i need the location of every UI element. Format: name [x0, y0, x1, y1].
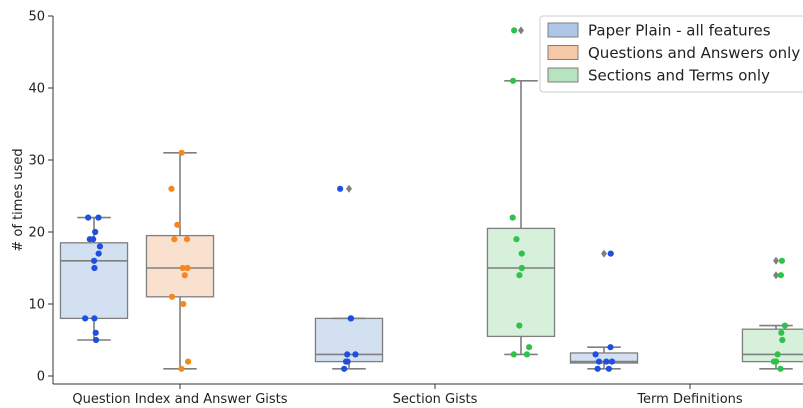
- outlier-marker: [773, 271, 779, 280]
- data-point: [183, 236, 191, 243]
- box-0-2: [569, 249, 639, 370]
- legend-label: Paper Plain - all features: [588, 22, 771, 40]
- data-point: [595, 358, 603, 365]
- data-point: [91, 315, 98, 322]
- data-point: [347, 315, 355, 322]
- y-tick-label: 10: [28, 298, 45, 313]
- data-point: [516, 322, 523, 329]
- box-body: [486, 227, 556, 338]
- box-2-1: [486, 26, 556, 356]
- data-point: [91, 264, 98, 272]
- box-body: [145, 234, 215, 298]
- data-point: [518, 264, 525, 272]
- data-point: [592, 351, 599, 358]
- data-point: [603, 358, 610, 365]
- x-axis: Question Index and Answer Gists Section G…: [53, 383, 803, 407]
- data-point: [344, 351, 351, 358]
- outlier-marker: [601, 249, 607, 258]
- y-tick-label: 20: [28, 226, 45, 241]
- data-point: [86, 236, 93, 243]
- data-point: [781, 322, 789, 329]
- legend-label: Questions and Answers only: [588, 44, 800, 62]
- data-point: [95, 214, 102, 221]
- box-body: [59, 242, 129, 320]
- data-point: [516, 272, 523, 279]
- data-point: [509, 214, 516, 221]
- y-axis-title: # of times used: [11, 148, 26, 251]
- data-point: [594, 365, 601, 372]
- data-point: [352, 351, 359, 358]
- data-point: [525, 344, 533, 351]
- data-point: [168, 185, 175, 192]
- outlier-marker: [518, 26, 524, 35]
- outlier-marker: [773, 256, 779, 265]
- data-point: [774, 351, 781, 358]
- legend: Paper Plain - all features Questions and …: [539, 15, 803, 93]
- data-point: [779, 336, 786, 344]
- y-tick-label: 40: [28, 82, 45, 97]
- x-tick-label: Question Index and Answer Gists: [72, 392, 287, 407]
- data-point: [96, 243, 104, 250]
- legend-swatch: [547, 67, 579, 83]
- data-point: [772, 358, 779, 365]
- box-1-0: [145, 152, 215, 370]
- data-point: [337, 185, 344, 192]
- data-point: [174, 221, 181, 228]
- data-point: [178, 365, 185, 372]
- data-point: [344, 358, 351, 365]
- data-point: [607, 344, 614, 351]
- data-point: [168, 293, 176, 300]
- y-tick-label: 50: [28, 10, 45, 25]
- data-point: [184, 264, 191, 272]
- data-point: [510, 351, 517, 358]
- data-point: [82, 315, 89, 322]
- data-point: [171, 236, 178, 243]
- data-point: [185, 358, 192, 365]
- box-2-2: [741, 256, 803, 370]
- data-point: [178, 149, 185, 156]
- y-tick-label: 0: [37, 370, 45, 385]
- legend-label: Sections and Terms only: [588, 67, 770, 85]
- data-point: [523, 351, 531, 358]
- boxes-layer: [59, 26, 803, 370]
- y-tick-label: 30: [28, 154, 45, 169]
- data-point: [511, 27, 518, 34]
- data-point: [778, 329, 785, 336]
- box-0-0: [59, 216, 129, 341]
- data-point: [181, 272, 188, 279]
- box-body: [741, 328, 803, 363]
- points-layer: [82, 27, 789, 372]
- legend-frame: [539, 15, 803, 93]
- data-point: [778, 257, 786, 264]
- data-point: [85, 214, 92, 221]
- data-point: [513, 236, 520, 243]
- data-point: [92, 336, 100, 344]
- data-point: [607, 250, 614, 257]
- box-0-1: [314, 184, 384, 370]
- x-tick-label: Term Definitions: [636, 392, 743, 407]
- data-point: [92, 329, 99, 336]
- x-tick-label: Section Gists: [393, 392, 478, 407]
- y-axis: 0 10 20 30 40 50: [28, 10, 54, 385]
- data-point: [608, 358, 616, 365]
- data-point: [605, 365, 613, 372]
- data-point: [777, 365, 784, 372]
- outlier-marker: [346, 184, 352, 193]
- data-point: [180, 300, 187, 308]
- data-point: [518, 250, 525, 257]
- legend-swatch: [547, 45, 579, 60]
- data-point: [341, 365, 348, 372]
- data-point: [92, 228, 99, 236]
- data-point: [509, 77, 517, 84]
- data-point: [777, 272, 784, 279]
- data-point: [179, 264, 186, 272]
- data-point: [95, 250, 102, 257]
- data-point: [90, 257, 98, 264]
- legend-swatch: [547, 22, 579, 38]
